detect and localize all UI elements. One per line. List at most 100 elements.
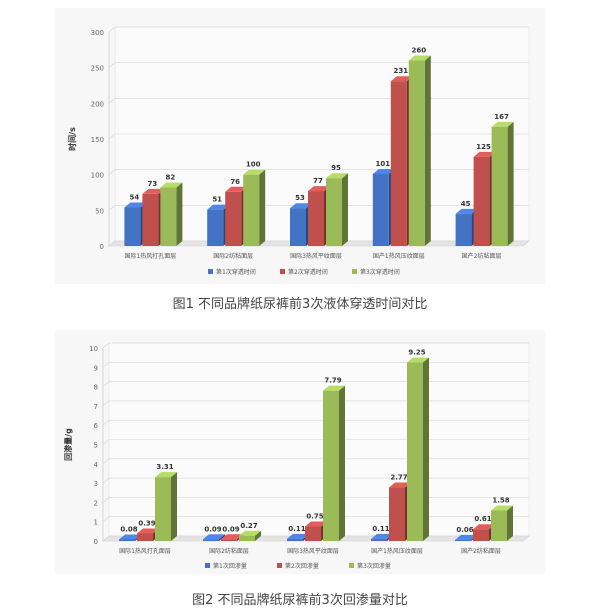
chart2-data-label: 1.58: [492, 497, 509, 505]
chart1-legend-label: 第3次穿透时间: [360, 268, 400, 276]
chart2-bar-top: [137, 528, 159, 534]
chart1-bar: [290, 208, 306, 246]
chart1-data-label: 77: [313, 177, 323, 185]
chart2-gridline-diag: [102, 362, 110, 368]
chart2-bar: [371, 538, 387, 541]
chart2-y-tick-label: 10: [89, 345, 98, 353]
chart2-bar-top: [221, 534, 243, 540]
chart2-data-label: 0.39: [138, 519, 155, 527]
chart1-gridline-diag: [108, 240, 116, 247]
chart1-y-tick-label: 150: [91, 136, 104, 144]
chart1-bar-side: [259, 169, 266, 246]
chart1-bar: [491, 126, 508, 246]
chart1-bar: [142, 193, 159, 246]
chart1-bar: [408, 60, 425, 247]
chart1-bar: [160, 187, 177, 246]
chart2-y-tick-label: 0: [94, 538, 98, 546]
chart1-legend-label: 第1次穿透时间: [216, 268, 256, 276]
chart2-bar: [473, 529, 489, 541]
chart2-data-label: 0.09: [204, 525, 221, 533]
chart2-bar-top: [119, 534, 141, 540]
chart1-data-label: 45: [461, 200, 471, 208]
chart2-legend-swatch: [205, 563, 210, 568]
chart-2: 0 1 2 3 4 5 6 7 8 9 10 回渗量/g 0.080.39 3.31 国际1热风打孔面层 0.…: [63, 342, 530, 570]
chart2-gridline-diag: [102, 400, 110, 407]
chart2-x-tick-label: 国际2纺粘面层: [209, 547, 249, 555]
chart2-y-tick-label: 9: [94, 364, 98, 372]
chart1-data-label: 53: [295, 194, 305, 202]
chart1-legend-swatch: [352, 269, 357, 274]
chart2-bar: [323, 390, 339, 541]
chart1-bar-top: [491, 121, 514, 127]
chart1-data-label: 51: [212, 196, 222, 204]
chart2-bar: [407, 362, 423, 541]
chart1-bar-top: [142, 188, 165, 194]
chart2-y-tick-label: 5: [94, 442, 98, 450]
chart1-legend-label: 第2次穿透时间: [288, 268, 328, 276]
chart1-data-label: 73: [148, 180, 158, 188]
chart1-data-label: 167: [494, 113, 509, 121]
chart2-data-label: 3.31: [156, 463, 173, 471]
chart2-bar-top: [407, 357, 429, 363]
chart2-gridline-diag: [102, 516, 110, 522]
chart1-y-tick-label: 50: [95, 207, 104, 215]
chart1-bar-top: [225, 186, 248, 192]
chart2-y-tick-label: 8: [94, 384, 98, 392]
chart1-bar-side: [507, 121, 514, 246]
chart2-data-label: 2.77: [390, 474, 407, 482]
chart2-bar-top: [491, 505, 513, 511]
chart1-gridline-diag: [108, 62, 116, 68]
chart-1-caption: 图1 不同品牌纸尿裤前3次液体穿透时间对比: [172, 297, 428, 312]
chart2-data-label: 0.09: [222, 525, 239, 533]
chart2-y-tick-label: 2: [94, 499, 98, 507]
chart2-legend-label: 第2次回渗量: [285, 562, 319, 570]
chart1-bar: [372, 173, 389, 246]
chart1-data-label: 82: [166, 174, 176, 182]
chart2-bar: [119, 539, 135, 541]
chart1-bar-top: [308, 186, 330, 192]
chart1-bar-side: [342, 173, 348, 246]
chart1-bar-top: [243, 169, 266, 175]
chart1-bar-top: [390, 76, 413, 82]
chart1-bar: [124, 207, 141, 246]
chart1-x-tick-label: 国际2纺粘面层: [213, 252, 253, 260]
chart2-x-tick-label: 国际3热风平纹面层: [287, 547, 339, 555]
chart2-bar-top: [389, 482, 411, 488]
chart1-bar-side: [176, 182, 183, 246]
chart2-bar-top: [305, 521, 327, 527]
chart2-y-axis-label: 回渗量/g: [63, 428, 73, 461]
chart1-y-tick-label: 100: [91, 172, 104, 180]
chart2-bar: [491, 510, 507, 541]
chart2-data-label: 0.61: [474, 515, 491, 523]
chart1-bar: [225, 191, 242, 246]
chart1-bar: [455, 213, 472, 246]
chart2-bar-top: [239, 530, 261, 536]
chart2-y-tick-label: 1: [94, 519, 98, 527]
chart2-y-tick-label: 3: [94, 480, 98, 488]
chart1-bar-side: [424, 55, 431, 247]
chart1-bar-top: [408, 55, 431, 61]
chart1-y-tick-label: 250: [91, 65, 104, 73]
chart1-gridline-diag: [108, 205, 116, 211]
chart-2-caption: 图2 不同品牌纸尿裤前3次回渗量对比: [192, 593, 408, 608]
chart2-bar-side: [507, 505, 513, 541]
chart1-bar-top: [372, 168, 395, 174]
chart1-bar-top: [455, 208, 478, 214]
chart2-bar-top: [473, 524, 495, 530]
chart2-bar: [137, 533, 153, 541]
chart2-legend-label: 第3次回渗量: [357, 562, 391, 570]
chart2-bar: [239, 535, 255, 541]
chart2-gridline-diag: [102, 439, 110, 445]
chart-1: 0 50 100 150 200 250 300 时间/s 54 73 82 国际1热风打孔面层 51 7…: [67, 26, 530, 276]
chart1-bar: [308, 191, 324, 246]
chart2-gridline-diag: [102, 419, 110, 426]
chart2-data-label: 0.06: [456, 526, 473, 534]
chart1-data-label: 100: [246, 161, 261, 169]
chart1-x-tick-label: 国际3热风平纹面层: [290, 252, 342, 260]
chart1-bar-top: [124, 202, 147, 208]
chart2-data-label: 0.27: [240, 522, 257, 530]
chart2-bar-side: [219, 534, 225, 541]
chart1-legend-swatch: [208, 269, 213, 274]
chart1-gridline-diag: [108, 169, 116, 175]
chart2-gridline-diag: [102, 535, 110, 542]
